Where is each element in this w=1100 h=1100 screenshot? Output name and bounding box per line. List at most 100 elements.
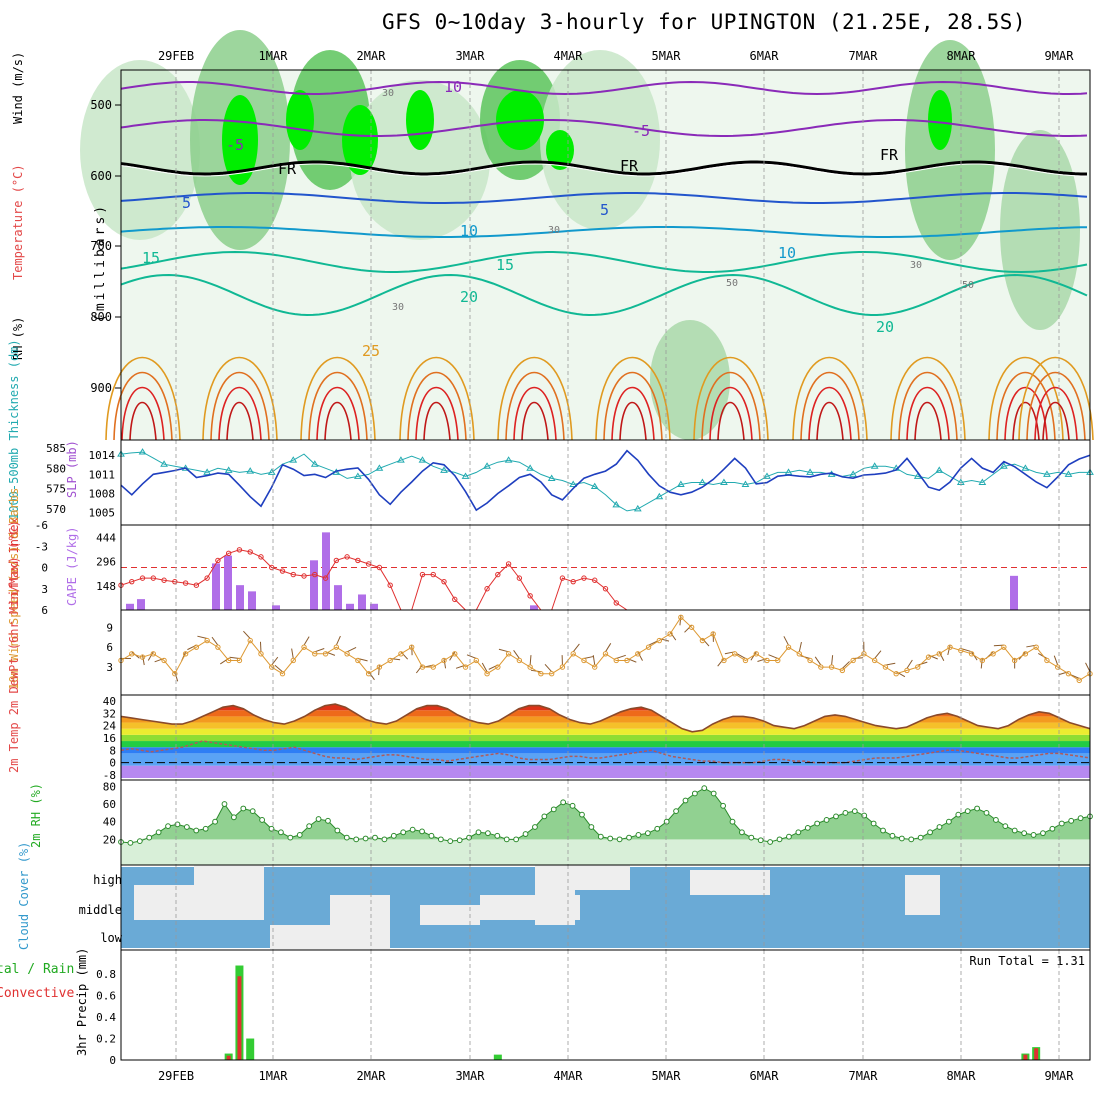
contour-label: 10 xyxy=(460,222,478,240)
ylabel-thickness: 1000-500mb Thickness (dm) xyxy=(7,339,21,520)
rh-high-area xyxy=(286,90,314,150)
wind-speed-point xyxy=(581,657,587,664)
rh-point xyxy=(230,814,237,821)
rh-ylabel: 2m RH (%) xyxy=(29,783,43,848)
wind-speed-point xyxy=(387,657,393,664)
thickness-point xyxy=(676,480,685,488)
rh-point xyxy=(842,809,849,816)
rh-point xyxy=(343,834,350,841)
rh-point xyxy=(682,797,689,804)
thickness-point xyxy=(569,480,578,488)
cape-bar xyxy=(530,605,538,610)
temp-contour-15 xyxy=(120,250,1088,274)
thickness-tick-label: 585 xyxy=(46,442,66,455)
li-point xyxy=(559,575,566,581)
rh-point xyxy=(315,816,322,822)
temp-contour-loop xyxy=(497,356,573,441)
rh-point xyxy=(579,811,585,818)
temp-contour-loop xyxy=(914,402,942,441)
wind-speed-point xyxy=(269,664,275,670)
wind-speed-point xyxy=(559,664,566,670)
cloud-ylabel: Cloud Cover (%) xyxy=(17,842,31,950)
rh-point xyxy=(485,830,491,837)
contour-label: 5 xyxy=(182,194,191,212)
temp-contour-loop xyxy=(513,386,557,441)
cloud-gap xyxy=(420,905,480,925)
temp-band xyxy=(121,747,1090,754)
rh-point xyxy=(776,836,783,843)
temp-contour-loop xyxy=(701,371,761,441)
rh-point xyxy=(513,836,520,843)
rh-point xyxy=(607,835,614,842)
cape-ylabel: Lifted Index xyxy=(7,517,21,604)
thickness-point xyxy=(698,478,707,485)
wind-speed-point xyxy=(592,664,598,670)
thickness-point xyxy=(160,460,168,467)
rh-area xyxy=(540,50,660,230)
ylabel-precip: 3hr Precip (mm) xyxy=(75,948,89,1056)
wind-speed-point xyxy=(129,651,135,657)
thickness-point xyxy=(289,456,298,463)
li-point xyxy=(129,578,135,585)
wind-ylabel: 10m Wind Speed (m/s) & Barbs xyxy=(7,488,21,690)
rh-point xyxy=(710,790,717,797)
date-label-bottom: 8MAR xyxy=(947,1069,977,1083)
cloud-level-label: high xyxy=(93,873,122,887)
date-label-top: 5MAR xyxy=(652,49,682,63)
wind-speed-point xyxy=(548,671,555,677)
rh-area xyxy=(905,40,995,260)
thickness-point xyxy=(763,472,771,479)
wind-barb xyxy=(798,641,802,652)
wind-speed-point xyxy=(215,644,221,650)
wind-barb xyxy=(211,636,219,646)
wind-barb xyxy=(885,662,896,666)
rh-point xyxy=(644,830,651,837)
rh-point xyxy=(588,824,595,830)
precip-tick-label: 0.2 xyxy=(96,1033,116,1046)
li-point xyxy=(236,547,243,553)
wind-speed-point xyxy=(979,657,986,664)
wind-speed-point xyxy=(484,671,490,677)
precip-ylabel: 3hr Precip (mm) xyxy=(75,948,89,1056)
wind-speed-point xyxy=(279,671,286,677)
wind-barb xyxy=(314,648,325,653)
ylabel-rh: RH (%) xyxy=(11,317,25,360)
wind-speed-point xyxy=(624,657,630,664)
thickness-point xyxy=(547,474,556,481)
thickness-point xyxy=(655,492,664,500)
temp-contour-loop xyxy=(792,356,868,441)
wind-speed-point xyxy=(764,657,770,664)
temp-band xyxy=(121,728,1090,735)
cloud-gap xyxy=(270,925,390,950)
temp-tick-label: 40 xyxy=(103,695,116,708)
wind-barb xyxy=(583,655,594,659)
cloud-gap xyxy=(134,885,194,920)
wind-speed-point xyxy=(688,624,695,630)
wind-speed-point xyxy=(818,664,824,670)
wind-speed-point xyxy=(871,657,878,664)
contour-label: -5 xyxy=(632,122,650,140)
rh-point xyxy=(795,829,802,836)
li-point xyxy=(419,571,426,578)
cape-bar xyxy=(322,532,330,610)
li-point xyxy=(312,571,318,578)
wind-barb xyxy=(415,664,423,674)
date-label-top: 4MAR xyxy=(554,49,584,63)
date-label-bottom: 9MAR xyxy=(1045,1069,1075,1083)
rh-point xyxy=(193,827,200,834)
cape-bar xyxy=(370,603,378,610)
rh-high-area xyxy=(222,95,258,185)
ylabel-rh2m: 2m RH (%) xyxy=(29,783,43,848)
li-point xyxy=(290,571,296,578)
wind-barb xyxy=(481,662,488,672)
rh-point xyxy=(325,817,331,824)
temp-contour-loop xyxy=(996,371,1056,441)
rh-point xyxy=(1049,825,1056,832)
li-point xyxy=(182,580,189,586)
ylabel-li: Lifted Index xyxy=(7,517,21,604)
wind-speed-point xyxy=(139,654,146,660)
contour-label: 30 xyxy=(392,302,404,313)
temp-contour-loop xyxy=(399,356,475,441)
rh-point xyxy=(1058,820,1065,827)
rh-point xyxy=(466,834,472,841)
